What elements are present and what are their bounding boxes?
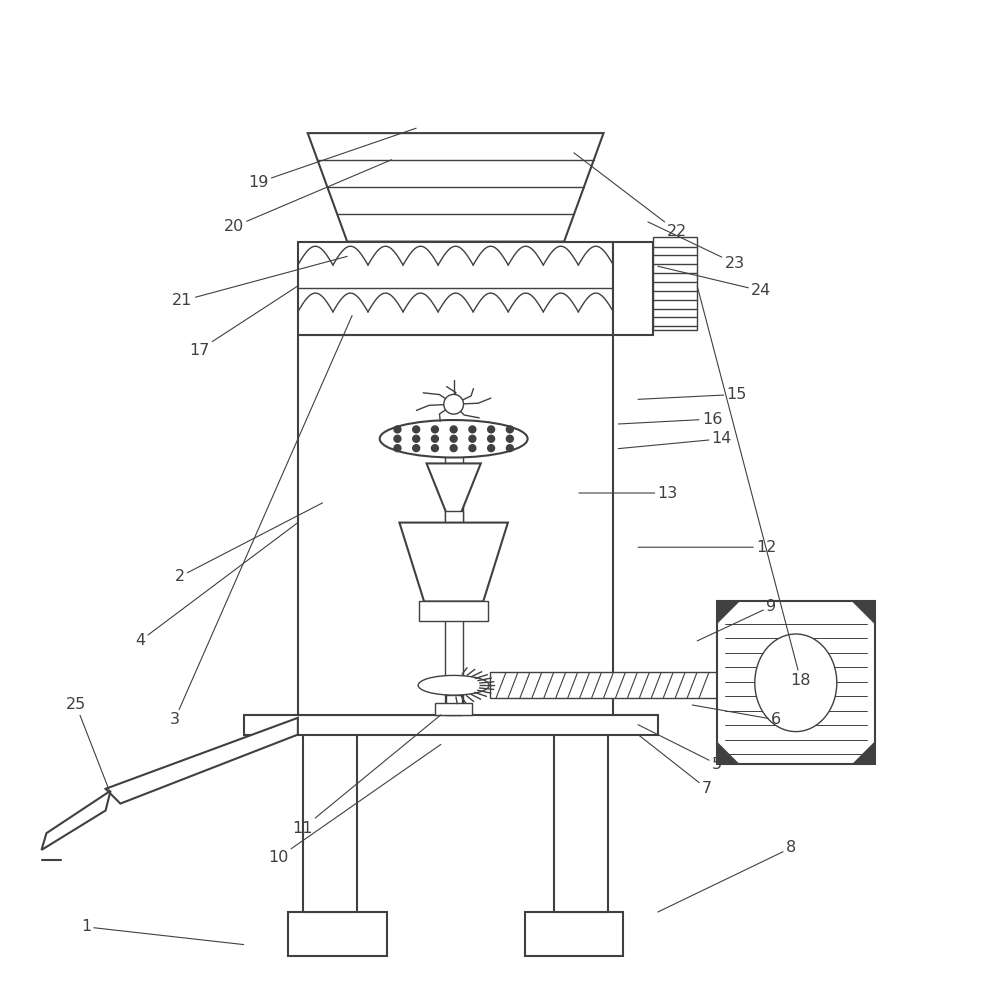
Bar [717, 601, 875, 764]
Circle shape [394, 445, 401, 452]
Text: 12: 12 [638, 539, 776, 555]
Polygon shape [853, 742, 875, 764]
Bar [525, 912, 623, 956]
Circle shape [394, 426, 401, 433]
Bar [298, 335, 613, 715]
Polygon shape [399, 523, 508, 601]
Polygon shape [308, 133, 604, 242]
Text: 15: 15 [638, 387, 747, 402]
Ellipse shape [755, 634, 837, 732]
Bar [445, 511, 463, 532]
Ellipse shape [418, 675, 489, 695]
Bar [288, 912, 387, 956]
Bar [298, 242, 613, 335]
Text: 21: 21 [172, 256, 347, 309]
Bar [303, 355, 357, 912]
Text: 7: 7 [638, 735, 712, 797]
Text: 14: 14 [618, 431, 732, 449]
Circle shape [431, 436, 438, 442]
Bar [435, 703, 472, 715]
Polygon shape [42, 791, 111, 850]
Bar [554, 355, 608, 912]
Text: 22: 22 [574, 153, 688, 240]
Text: 1: 1 [81, 919, 244, 945]
Ellipse shape [380, 420, 528, 458]
Circle shape [506, 426, 513, 433]
Polygon shape [717, 742, 739, 764]
Polygon shape [717, 601, 739, 623]
Circle shape [506, 436, 513, 442]
Text: 5: 5 [638, 725, 722, 772]
Text: 9: 9 [697, 599, 776, 641]
Circle shape [450, 436, 457, 442]
Circle shape [469, 445, 476, 452]
Text: 11: 11 [293, 715, 441, 836]
Text: 4: 4 [135, 523, 298, 649]
Circle shape [394, 436, 401, 442]
Text: 19: 19 [248, 128, 416, 190]
Bar [490, 672, 717, 698]
Polygon shape [106, 718, 298, 804]
Circle shape [469, 426, 476, 433]
Bar [446, 695, 462, 715]
Text: 18: 18 [697, 286, 811, 688]
Text: 16: 16 [618, 411, 722, 427]
Circle shape [506, 445, 513, 452]
Text: 25: 25 [66, 697, 111, 794]
Text: 24: 24 [658, 266, 771, 299]
Circle shape [450, 445, 457, 452]
Text: 2: 2 [174, 503, 323, 585]
Bar [653, 237, 697, 330]
Circle shape [488, 426, 495, 433]
Text: 23: 23 [648, 222, 745, 271]
Text: 10: 10 [268, 744, 441, 866]
Circle shape [444, 394, 464, 414]
Text: 20: 20 [224, 160, 392, 235]
Circle shape [450, 426, 457, 433]
Circle shape [469, 436, 476, 442]
Text: 3: 3 [170, 316, 352, 728]
Polygon shape [853, 601, 875, 623]
Text: 17: 17 [189, 286, 298, 358]
Circle shape [431, 445, 438, 452]
Polygon shape [427, 463, 481, 513]
Circle shape [413, 436, 420, 442]
Circle shape [413, 445, 420, 452]
Bar [445, 429, 463, 710]
Bar [244, 715, 658, 735]
Bar [613, 242, 653, 335]
Circle shape [488, 445, 495, 452]
Circle shape [488, 436, 495, 442]
Circle shape [431, 426, 438, 433]
Bar [419, 601, 488, 621]
Text: 6: 6 [692, 705, 781, 728]
Circle shape [413, 426, 420, 433]
Text: 8: 8 [658, 840, 796, 912]
Text: 13: 13 [579, 485, 678, 501]
